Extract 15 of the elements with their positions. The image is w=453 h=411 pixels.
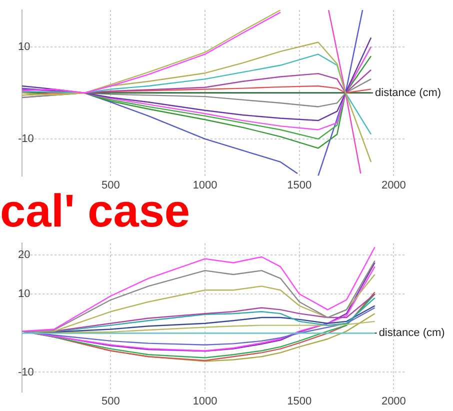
x-tick-label: 1500 — [287, 395, 312, 408]
x-axis-title: distance (cm) — [375, 86, 442, 99]
x-tick-label: 500 — [101, 395, 120, 408]
x-tick-label: 2000 — [381, 179, 406, 192]
x-tick-label: 1000 — [192, 179, 218, 192]
x-tick-label: 1000 — [192, 395, 218, 408]
x-tick-label: 500 — [101, 179, 120, 192]
y-tick-label: -10 — [18, 132, 34, 145]
x-tick-label: 2000 — [381, 395, 406, 408]
y-tick-label: 10 — [18, 40, 30, 53]
y-tick-label: 10 — [18, 288, 30, 300]
x-tick-label: 1500 — [287, 179, 312, 192]
x-axis-title: distance (cm) — [378, 327, 445, 340]
y-tick-label: 20 — [18, 248, 30, 261]
y-tick-label: -10 — [18, 366, 34, 378]
